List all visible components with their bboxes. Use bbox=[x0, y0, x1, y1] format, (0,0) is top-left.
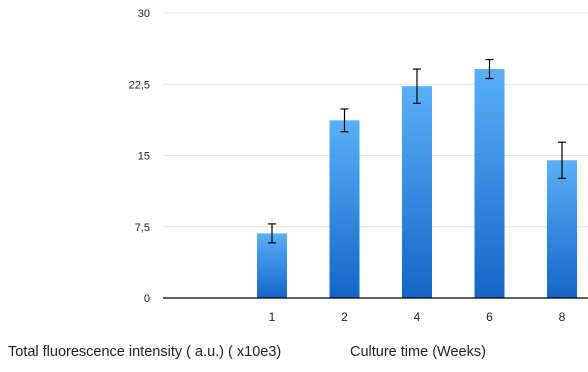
y-tick-label: 30 bbox=[138, 8, 150, 20]
x-axis-ticks: 1 2 4 6 8 bbox=[269, 310, 566, 324]
error-bars bbox=[268, 58, 566, 244]
error-bar bbox=[413, 68, 421, 104]
y-axis-ticks: 0 7,5 15 22,5 30 bbox=[129, 8, 150, 305]
bar bbox=[402, 86, 432, 299]
bar bbox=[329, 120, 360, 298]
y-tick-label: 15 bbox=[138, 151, 150, 163]
y-tick-label: 0 bbox=[144, 293, 150, 305]
y-tick-label: 22,5 bbox=[129, 79, 150, 91]
x-tick-label: 2 bbox=[341, 310, 348, 324]
x-axis-title: Culture time (Weeks) bbox=[350, 344, 486, 360]
x-tick-label: 4 bbox=[414, 310, 421, 324]
x-tick-label: 6 bbox=[486, 310, 493, 324]
x-tick-label: 8 bbox=[559, 310, 566, 324]
gridlines bbox=[163, 12, 588, 228]
bar bbox=[474, 69, 505, 298]
y-tick-label: 7,5 bbox=[135, 222, 150, 234]
error-bar bbox=[340, 108, 349, 133]
bar bbox=[547, 160, 577, 298]
error-bar bbox=[268, 223, 276, 244]
bar bbox=[257, 233, 287, 298]
error-bar bbox=[558, 141, 566, 179]
y-axis-title: Total fluorescence intensity ( a.u.) ( x… bbox=[8, 344, 282, 360]
x-tick-label: 1 bbox=[269, 310, 276, 324]
bars bbox=[257, 69, 577, 299]
error-bar bbox=[485, 58, 494, 80]
